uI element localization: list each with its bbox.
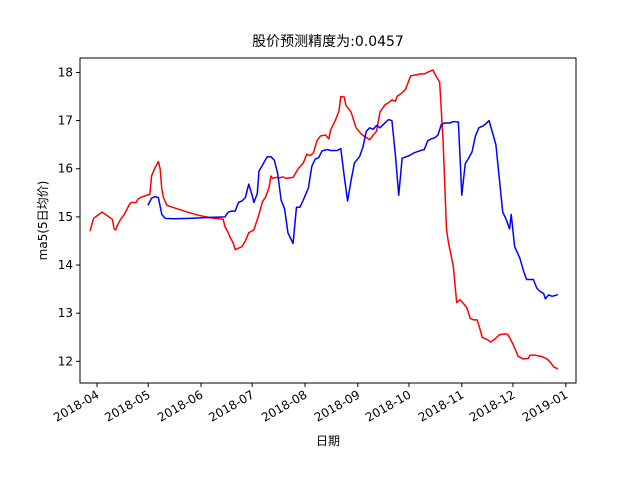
y-tick-label: 16	[58, 162, 73, 176]
x-axis-title: 日期	[316, 434, 340, 448]
series-line-2	[147, 118, 558, 300]
chart-title: 股价预测精度为:0.0457	[252, 34, 404, 50]
plot-area	[80, 58, 576, 383]
series-line-1	[89, 69, 558, 370]
y-tick-label: 15	[58, 210, 73, 224]
y-tick-label: 18	[58, 65, 73, 79]
series-layer	[89, 69, 558, 370]
y-tick-label: 14	[58, 258, 73, 272]
y-tick-label: 12	[58, 354, 73, 368]
y-tick-label: 13	[58, 306, 73, 320]
y-axis: 12 13 14 15 16 17 18	[58, 65, 80, 368]
y-tick-label: 17	[58, 114, 73, 128]
plot-frame	[79, 57, 577, 384]
y-axis-title: ma5(5日均价)	[36, 181, 50, 261]
